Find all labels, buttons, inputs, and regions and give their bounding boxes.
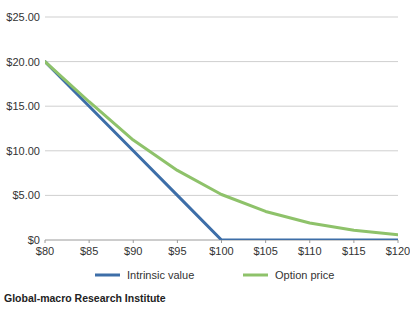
source: Global-macro Research Institute xyxy=(4,292,166,304)
x-tick xyxy=(177,240,178,243)
x-tick-label: $115 xyxy=(342,245,366,257)
x-tick-label: $100 xyxy=(209,245,233,257)
grid-line xyxy=(45,150,398,151)
x-tick-label: $85 xyxy=(80,245,98,257)
x-tick-label: $105 xyxy=(253,245,277,257)
x-tick xyxy=(221,240,222,243)
chart-svg: $0$5.00$10.00$15.00$20.00$25.00$80$85$90… xyxy=(0,0,410,311)
x-tick-label: $95 xyxy=(168,245,186,257)
series-line xyxy=(45,62,398,240)
x-tick xyxy=(265,240,266,243)
x-tick xyxy=(353,240,354,243)
y-tick-label: $20.00 xyxy=(6,56,40,68)
legend-swatch xyxy=(243,274,268,277)
x-tick-label: $120 xyxy=(386,245,410,257)
series-line xyxy=(45,62,398,235)
y-tick-label: $10.00 xyxy=(6,145,40,157)
x-tick xyxy=(89,240,90,243)
grid-line xyxy=(45,61,398,62)
x-tick-label: $90 xyxy=(124,245,142,257)
y-tick-label: $15.00 xyxy=(6,100,40,112)
y-tick-label: $25.00 xyxy=(6,11,40,23)
x-tick xyxy=(45,240,46,243)
legend-swatch xyxy=(95,274,120,277)
legend-label: Option price xyxy=(275,269,334,281)
x-tick xyxy=(133,240,134,243)
chart-container: $0$5.00$10.00$15.00$20.00$25.00$80$85$90… xyxy=(0,0,410,311)
series-group xyxy=(45,62,398,240)
y-tick-label: $5.00 xyxy=(12,189,40,201)
legend-label: Intrinsic value xyxy=(127,269,194,281)
x-tick xyxy=(309,240,310,243)
x-tick xyxy=(398,240,399,243)
x-tick-label: $80 xyxy=(36,245,54,257)
x-tick-label: $110 xyxy=(298,245,322,257)
grid-line xyxy=(45,106,398,107)
grid-line xyxy=(45,17,398,18)
